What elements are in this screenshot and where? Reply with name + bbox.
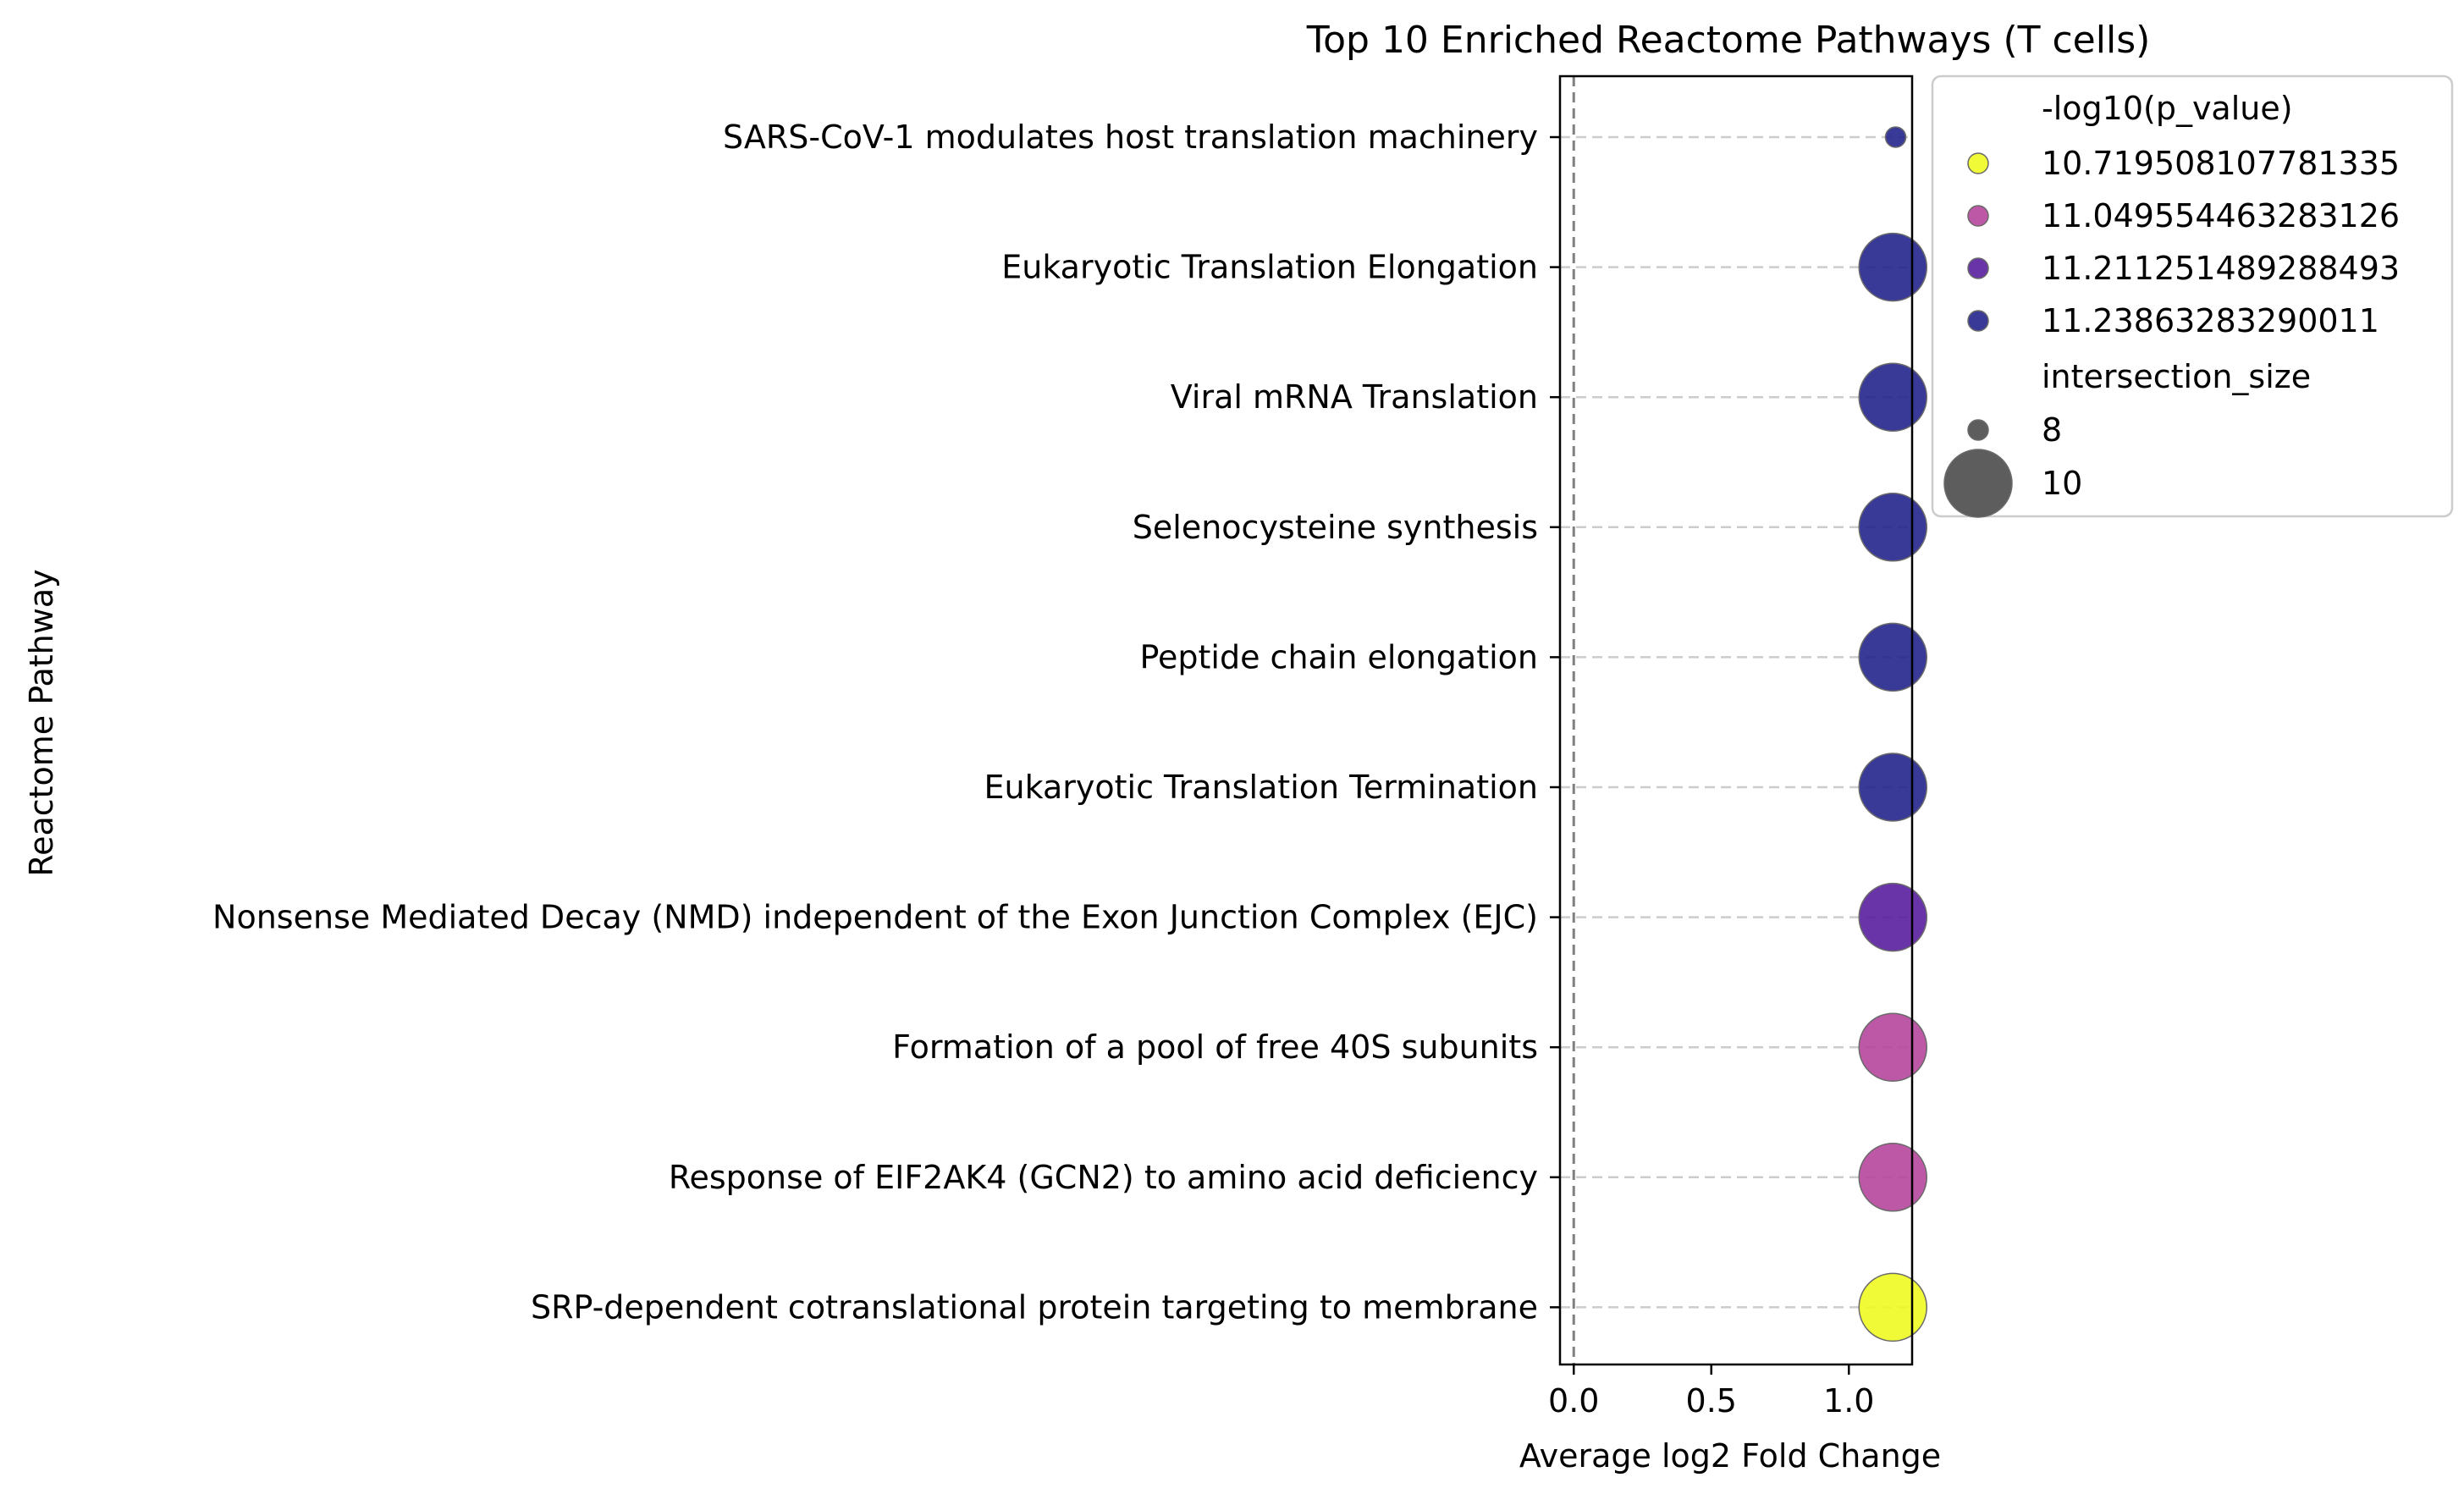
data-point xyxy=(1858,753,1927,822)
y-tick-label: Formation of a pool of free 40S subunits xyxy=(892,1028,1538,1066)
legend-color-marker xyxy=(1967,310,1989,332)
y-tick-label: SARS-CoV-1 modulates host translation ma… xyxy=(723,119,1538,156)
x-axis-label: Average log2 Fold Change xyxy=(1519,1437,1941,1475)
color-legend-entries: 10.719508107781335 11.049554463283126 11.2… xyxy=(1967,145,2400,339)
legend-color-label: 11.049554463283126 xyxy=(2042,197,2400,234)
data-point xyxy=(1858,1143,1927,1212)
y-tick-label: Selenocysteine synthesis xyxy=(1133,509,1538,546)
legend-color-marker xyxy=(1967,152,1989,174)
data-point xyxy=(1858,362,1927,432)
x-ticks: 0.0 0.5 1.0 xyxy=(1548,1364,1874,1420)
data-point xyxy=(1884,126,1907,148)
y-tick-label: Eukaryotic Translation Elongation xyxy=(1001,249,1538,286)
y-tick-label: Nonsense Mediated Decay (NMD) independen… xyxy=(212,899,1538,936)
data-point xyxy=(1858,622,1927,692)
legend-size-label: 10 xyxy=(2042,465,2082,502)
chart-title: Top 10 Enriched Reactome Pathways (T cel… xyxy=(1306,19,2151,62)
data-point xyxy=(1858,1272,1927,1342)
y-tick-label: SRP-dependent cotranslational protein ta… xyxy=(531,1288,1538,1326)
color-legend-title: -log10(p_value) xyxy=(2042,90,2293,127)
y-tick-label: Peptide chain elongation xyxy=(1139,638,1538,675)
legend-size-marker xyxy=(1967,419,1989,441)
data-point xyxy=(1858,232,1927,302)
legend-color-label: 11.23863283290011 xyxy=(2042,302,2379,339)
plot-frame xyxy=(1558,74,1914,1366)
y-tick-label: Eukaryotic Translation Termination xyxy=(984,769,1538,806)
data-point xyxy=(1858,1012,1927,1082)
x-tick-label: 0.0 xyxy=(1548,1382,1599,1420)
data-points xyxy=(1858,126,1927,1342)
legend-color-label: 10.719508107781335 xyxy=(2042,145,2400,182)
legend: -log10(p_value) 10.719508107781335 11.049… xyxy=(1931,74,2454,518)
y-tick-label: Viral mRNA Translation xyxy=(1171,378,1538,416)
size-legend-title: intersection_size xyxy=(2042,358,2311,395)
x-tick-label: 0.5 xyxy=(1686,1382,1737,1420)
legend-color-marker xyxy=(1967,257,1989,279)
x-tick-label: 1.0 xyxy=(1823,1382,1874,1420)
legend-size-label: 8 xyxy=(2042,411,2062,449)
legend-color-label: 11.211251489288493 xyxy=(2042,250,2400,287)
y-tick-labels: SARS-CoV-1 modulates host translation ma… xyxy=(212,119,1560,1326)
data-point xyxy=(1858,882,1927,952)
data-point xyxy=(1858,493,1927,562)
grid-lines xyxy=(1560,135,1912,1309)
legend-color-marker xyxy=(1967,205,1989,227)
legend-size-marker xyxy=(1943,449,2013,518)
y-tick-label: Response of EIF2AK4 (GCN2) to amino acid… xyxy=(669,1159,1538,1196)
y-axis-label: Reactome Pathway xyxy=(23,569,60,876)
size-legend-entries: 810 xyxy=(1943,411,2082,518)
legend-frame xyxy=(1931,74,2454,518)
